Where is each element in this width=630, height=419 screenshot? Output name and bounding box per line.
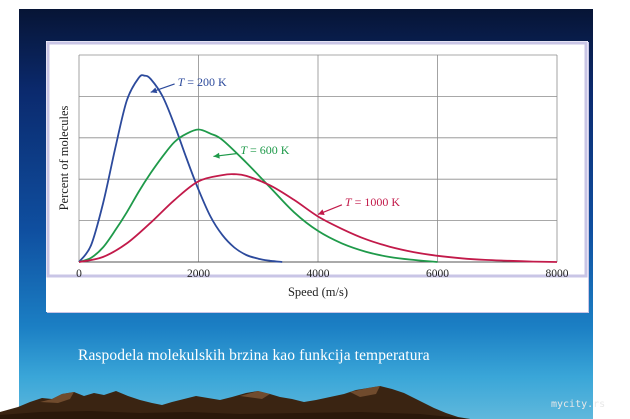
series-label-1: T = 200 K [178, 75, 227, 89]
slide-caption: Raspodela molekulskih brzina kao funkcij… [78, 347, 430, 364]
series-label-2: T = 600 K [240, 143, 289, 157]
series-arrowhead-1 [150, 87, 158, 94]
series-arrowhead-2 [213, 152, 220, 159]
series-arrowhead-3 [318, 209, 325, 215]
page-margin-left [0, 0, 19, 419]
x-ticks: 0 2000 4000 6000 8000 [76, 268, 569, 280]
series-label-variable: T [345, 195, 353, 209]
watermark: mycity.rs [551, 399, 606, 410]
x-tick-label: 6000 [426, 268, 449, 280]
series-label-value: = 200 K [184, 75, 227, 89]
grid [78, 54, 558, 263]
series-line-2 [78, 128, 438, 263]
x-tick-label: 8000 [546, 268, 569, 280]
series-line-1 [78, 74, 283, 263]
series-label-value: = 600 K [247, 143, 290, 157]
curves [78, 74, 558, 263]
series-labels: T = 200 KT = 600 KT = 1000 K [150, 75, 400, 215]
x-tick-label: 2000 [187, 268, 210, 280]
series-label-variable: T [240, 143, 248, 157]
x-tick-label: 0 [76, 268, 82, 280]
series-label-3: T = 1000 K [345, 195, 400, 209]
x-tick-label: 4000 [307, 268, 330, 280]
speed-distribution-chart: 0 2000 4000 6000 8000 Speed (m/s) Percent of… [46, 41, 588, 299]
chart-frame [46, 41, 588, 278]
page-margin-right [593, 0, 630, 419]
page-margin-top [0, 0, 630, 9]
mountain-silhouette [0, 386, 470, 419]
series-line-3 [78, 173, 558, 263]
chart-panel: 0 2000 4000 6000 8000 Speed (m/s) Percent of… [46, 41, 588, 312]
y-axis-label: Percent of molecules [57, 105, 71, 210]
series-label-variable: T [178, 75, 186, 89]
series-label-value: = 1000 K [352, 195, 401, 209]
x-axis-label: Speed (m/s) [288, 285, 348, 299]
